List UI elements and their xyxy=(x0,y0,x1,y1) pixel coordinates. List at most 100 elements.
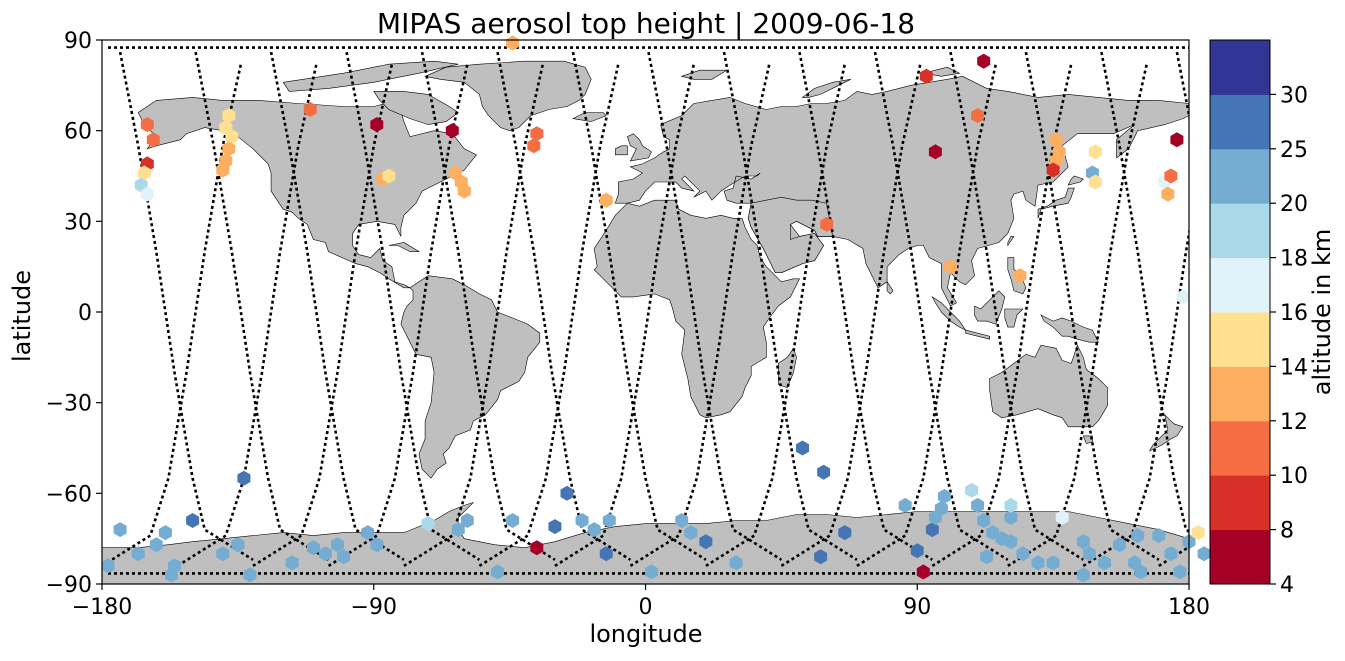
land-cuba xyxy=(388,242,421,252)
data-point xyxy=(645,564,658,580)
colorbar-tick-label: 8 xyxy=(1280,519,1294,544)
world-map xyxy=(102,60,1189,584)
data-point xyxy=(916,564,930,580)
data-point xyxy=(1191,525,1205,541)
data-point xyxy=(928,144,942,160)
land-hokkaido xyxy=(1067,175,1084,186)
data-point xyxy=(1076,534,1090,550)
data-point xyxy=(186,513,200,528)
data-point xyxy=(1164,546,1178,562)
data-point xyxy=(729,555,743,571)
track-26 xyxy=(1100,51,1189,534)
land-australia xyxy=(989,344,1108,428)
data-point xyxy=(684,525,698,541)
colorbar-segment xyxy=(1210,420,1270,476)
aerosol-points xyxy=(101,35,1211,583)
x-axis-label: longitude xyxy=(589,620,702,648)
land-baffin xyxy=(373,91,459,125)
data-point xyxy=(575,513,589,528)
colorbar: 4 8 10 12 14 16 18 20 25 30 xyxy=(1209,39,1308,598)
data-point xyxy=(225,129,239,145)
track-8 xyxy=(420,51,556,561)
colorbar-segment xyxy=(1210,366,1270,422)
data-point xyxy=(602,513,616,528)
data-point xyxy=(919,68,933,84)
data-point xyxy=(944,259,957,275)
data-point xyxy=(303,102,317,117)
x-tick-label: 180 xyxy=(1168,595,1210,620)
data-point xyxy=(1173,564,1187,580)
track-27 xyxy=(1082,226,1189,568)
data-point xyxy=(699,534,713,550)
x-tick-label: −90 xyxy=(351,595,397,620)
land-ireland xyxy=(614,145,628,156)
land-java xyxy=(965,329,991,340)
data-point xyxy=(1046,555,1060,571)
data-point xyxy=(1046,162,1060,178)
data-point xyxy=(1131,528,1145,544)
data-point xyxy=(934,500,948,516)
data-point xyxy=(306,540,320,556)
land-taiwan xyxy=(1007,236,1015,247)
data-point xyxy=(1088,144,1102,160)
track-7 xyxy=(327,63,469,568)
data-point xyxy=(113,522,127,538)
land-borneo xyxy=(974,290,1006,325)
data-point xyxy=(158,525,172,541)
data-point xyxy=(140,186,154,202)
y-tick-label: 30 xyxy=(64,210,92,235)
data-point xyxy=(222,141,236,157)
data-point xyxy=(1013,268,1027,284)
land-sri-lanka xyxy=(886,280,894,295)
data-point xyxy=(977,53,991,69)
data-point xyxy=(838,525,852,541)
data-point xyxy=(1031,555,1045,571)
data-point xyxy=(814,549,828,565)
colorbar-tick-label: 25 xyxy=(1280,138,1308,163)
track-5 xyxy=(252,63,394,568)
track-21 xyxy=(856,63,998,568)
x-axis: −180 −90 0 90 180 xyxy=(72,584,1210,620)
land-south-america xyxy=(400,275,541,479)
data-point xyxy=(675,513,689,528)
x-tick-label: −180 xyxy=(72,595,132,620)
data-point xyxy=(421,516,435,532)
track-19 xyxy=(780,63,922,568)
satellite-tracks xyxy=(102,46,1189,575)
data-point xyxy=(370,537,384,553)
track-12 xyxy=(571,51,707,561)
track-3 xyxy=(176,63,318,568)
chart-title: MIPAS aerosol top height | 2009-06-18 xyxy=(377,7,915,40)
colorbar-segment xyxy=(1210,529,1270,585)
data-point xyxy=(530,540,544,556)
data-point xyxy=(216,546,230,562)
data-point xyxy=(817,464,831,480)
land-british-isles xyxy=(627,133,652,162)
colorbar-tick-label: 18 xyxy=(1280,247,1308,272)
data-point xyxy=(1076,567,1090,583)
data-point xyxy=(1016,546,1030,562)
data-point xyxy=(1004,534,1018,550)
track-14 xyxy=(647,51,783,561)
data-point xyxy=(1055,510,1069,525)
track-10 xyxy=(496,51,632,561)
land-tasmania xyxy=(1082,435,1093,444)
data-point xyxy=(1164,168,1178,184)
colorbar-segment xyxy=(1210,148,1270,204)
colorbar-tick-label: 20 xyxy=(1280,192,1308,217)
colorbar-segment xyxy=(1210,475,1270,531)
colorbar-tick-label: 16 xyxy=(1280,301,1308,326)
land-africa xyxy=(593,199,800,419)
y-tick-label: −60 xyxy=(46,482,92,507)
track-9 xyxy=(403,63,545,568)
data-point xyxy=(1088,174,1102,190)
data-point xyxy=(527,138,541,154)
track-1 xyxy=(102,63,243,568)
x-tick-label: 90 xyxy=(903,595,931,620)
data-point xyxy=(965,482,979,498)
data-point xyxy=(131,546,145,562)
track-2 xyxy=(194,51,330,561)
colorbar-tick-label: 30 xyxy=(1280,83,1308,108)
data-point xyxy=(1049,132,1063,148)
